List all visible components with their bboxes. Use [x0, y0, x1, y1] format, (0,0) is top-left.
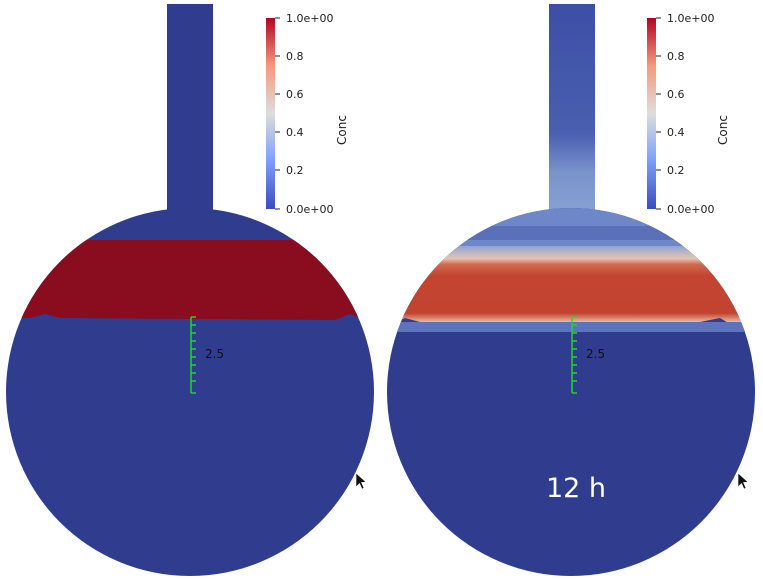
left-scale-bar: [190, 316, 196, 394]
right-colorbar-tick: 0.8: [667, 50, 685, 63]
right-colorbar-tick: 0.2: [667, 164, 685, 177]
left-colorbar-tick: 0.8: [286, 50, 304, 63]
right-scale-label: 2.5: [586, 347, 605, 361]
right-neck: [549, 4, 595, 220]
right-concentration-band: [387, 246, 755, 330]
left-colorbar-tick: 0.2: [286, 164, 304, 177]
right-colorbar-tick: 0.4: [667, 126, 685, 139]
cursor-arrow-icon: [355, 472, 367, 490]
left-scale-label: 2.5: [205, 347, 224, 361]
right-colorbar-tick: 0.0e+00: [667, 203, 714, 216]
right-panel: 2.5 12 h 1.0e+00 0.8 0.6 0.4 0.2 0.0e+00…: [387, 4, 755, 576]
left-colorbar-tick: 0.0e+00: [286, 203, 333, 216]
right-colorbar-gradient: [647, 18, 656, 209]
right-colorbar-tick: 0.6: [667, 88, 685, 101]
right-colorbar: 1.0e+00 0.8 0.6 0.4 0.2 0.0e+00 Conc: [647, 12, 730, 216]
time-label: 12 h: [546, 473, 606, 504]
left-neck: [167, 4, 213, 220]
left-panel: 2.5 1.0e+00 0.8 0.6 0.4 0.2 0.0e+00 Conc: [6, 4, 374, 576]
left-colorbar-tick: 0.6: [286, 88, 304, 101]
left-colorbar-gradient: [266, 18, 275, 209]
cursor-arrow-icon: [737, 472, 749, 490]
right-colorbar-tick: 1.0e+00: [667, 12, 714, 25]
left-colorbar: 1.0e+00 0.8 0.6 0.4 0.2 0.0e+00 Conc: [266, 12, 349, 216]
left-colorbar-tick: 0.4: [286, 126, 304, 139]
right-scale-bar: [571, 316, 577, 394]
right-colorbar-title: Conc: [716, 115, 730, 145]
left-colorbar-tick: 1.0e+00: [286, 12, 333, 25]
left-concentration-band: [6, 240, 374, 320]
left-colorbar-title: Conc: [335, 115, 349, 145]
